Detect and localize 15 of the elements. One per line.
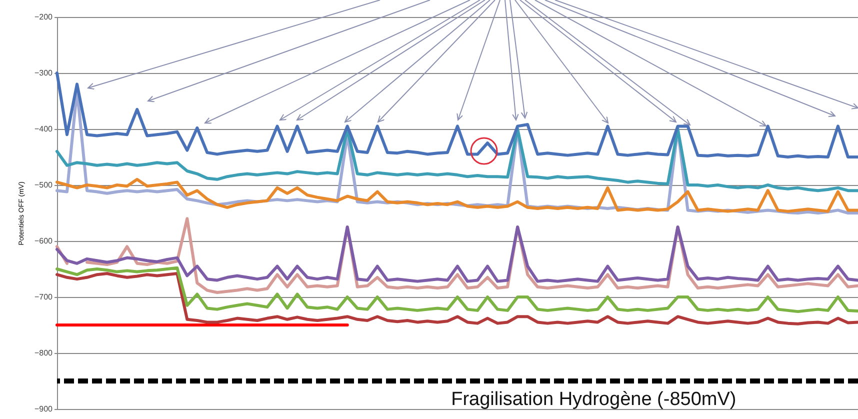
line-series (56, 72, 858, 158)
line-series (56, 178, 858, 213)
y-tick-label: −200 (34, 12, 54, 22)
line-series (56, 272, 858, 326)
y-tick-label: −700 (34, 292, 54, 302)
line-series (56, 226, 858, 283)
line-series (56, 128, 858, 192)
y-tick-label: −400 (34, 124, 54, 134)
y-tick-label: −500 (34, 180, 54, 190)
y-tick-label: −300 (34, 68, 54, 78)
y-tick-label: −900 (34, 404, 54, 414)
y-tick-label: −600 (34, 236, 54, 246)
line-series (56, 266, 858, 314)
y-tick-label: −800 (34, 348, 54, 358)
ref-line-label: Fragilisation Hydrogène (-850mV) (451, 389, 736, 410)
